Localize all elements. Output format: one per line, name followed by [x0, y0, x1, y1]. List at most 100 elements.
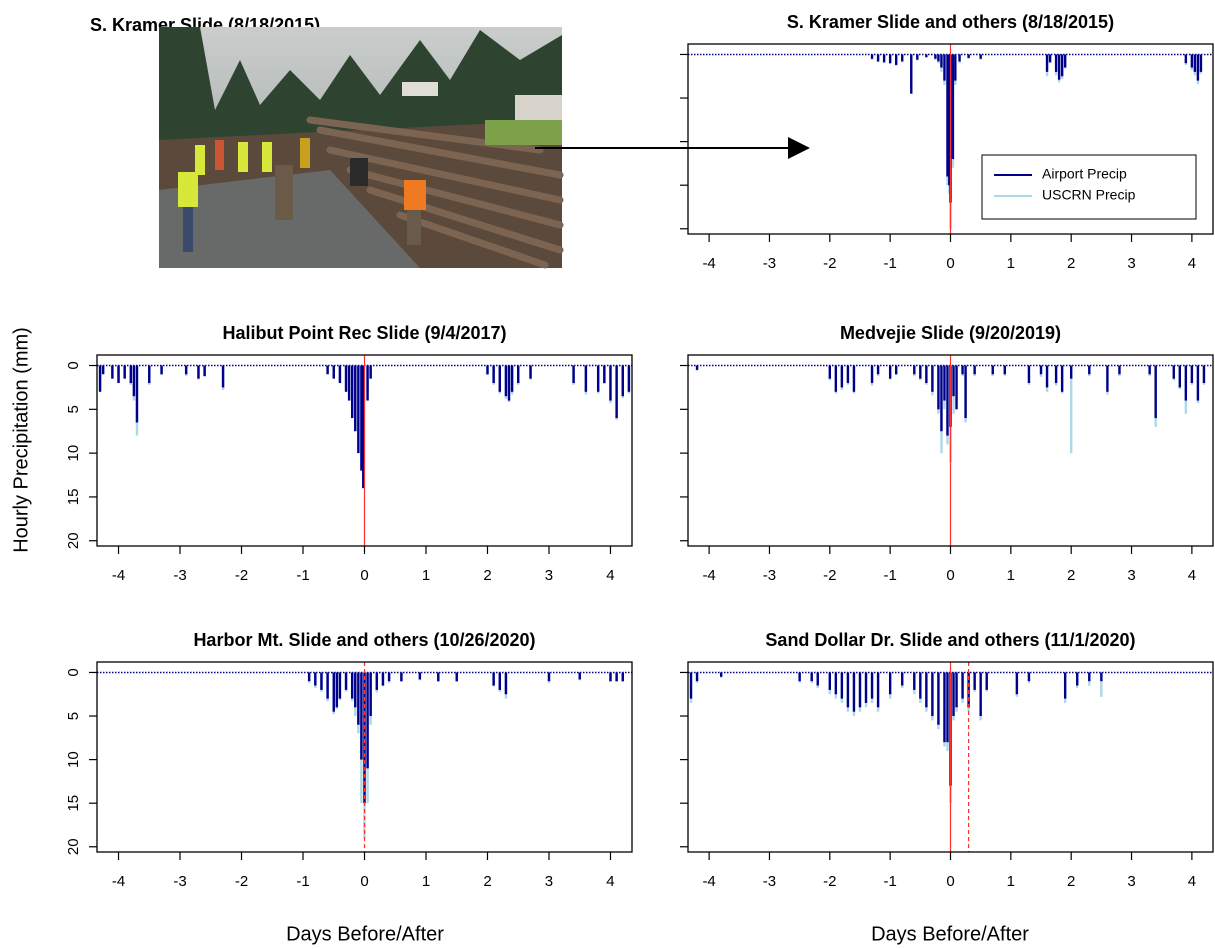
bar — [197, 365, 200, 379]
y-tick-label: 20 — [65, 838, 82, 855]
bar — [596, 365, 600, 392]
bar — [338, 672, 342, 699]
x-tick-label: -2 — [823, 873, 836, 890]
bar — [1118, 365, 1121, 375]
bar — [979, 672, 982, 717]
bar — [1027, 365, 1031, 384]
bar — [498, 365, 502, 392]
bar — [870, 365, 874, 384]
bar — [1063, 54, 1067, 68]
x-axis-label: Days Before/After — [286, 923, 444, 945]
x-tick-label: -3 — [173, 873, 186, 890]
bar — [846, 365, 850, 384]
bar — [1184, 365, 1188, 401]
bar — [486, 365, 489, 375]
panel: S. Kramer Slide and others (8/18/2015) -4… — [680, 12, 1214, 272]
bar — [1076, 672, 1079, 686]
panel-title: Medvejie Slide (9/20/2019) — [840, 323, 1061, 343]
bar — [1048, 54, 1052, 63]
bar — [925, 54, 928, 58]
bar — [1178, 365, 1182, 388]
bar — [1196, 365, 1200, 401]
bar — [332, 672, 335, 712]
x-tick-label: -1 — [883, 873, 896, 890]
bar — [961, 672, 964, 699]
bar — [1172, 365, 1175, 379]
bar — [627, 365, 631, 392]
bar — [834, 365, 838, 392]
bar — [846, 672, 850, 708]
x-tick-label: -2 — [823, 255, 836, 272]
bar — [973, 365, 976, 375]
bar — [572, 365, 575, 384]
x-axis-label: Days Before/After — [871, 923, 1029, 945]
bar — [1054, 54, 1058, 72]
bar — [111, 365, 114, 379]
bar — [338, 365, 342, 384]
x-tick-label: 4 — [606, 567, 614, 584]
bar — [937, 54, 940, 62]
bar — [991, 365, 994, 375]
bar — [834, 672, 838, 695]
x-tick-label: 0 — [946, 873, 954, 890]
bar — [1057, 54, 1061, 80]
bar — [810, 672, 813, 682]
x-tick-label: -1 — [883, 255, 896, 272]
bar — [101, 365, 105, 375]
x-tick-label: 3 — [1127, 567, 1135, 584]
bar — [1199, 54, 1203, 72]
x-tick-label: 0 — [946, 567, 954, 584]
bar — [1202, 365, 1206, 384]
bar — [507, 365, 511, 401]
bar — [1060, 54, 1064, 77]
bar — [876, 54, 880, 62]
bar — [894, 54, 898, 65]
bar — [948, 54, 951, 186]
x-tick-label: -1 — [296, 873, 309, 890]
bar — [852, 365, 856, 392]
photo — [159, 27, 564, 269]
bar — [344, 672, 348, 690]
legend: Airport Precip USCRN Precip — [981, 154, 1197, 220]
x-tick-label: -3 — [763, 567, 776, 584]
bar — [1154, 365, 1157, 419]
bar — [1063, 672, 1067, 699]
bar — [366, 672, 369, 769]
arrow-head — [788, 137, 810, 159]
bar — [1193, 54, 1197, 72]
bar — [387, 672, 391, 682]
bar — [1148, 365, 1151, 375]
bar — [615, 672, 618, 682]
panel: Medvejie Slide (9/20/2019) -4 -3 -2 -1 0 1 2 3 4 — [680, 323, 1214, 584]
bar — [946, 365, 949, 436]
bar — [455, 672, 458, 682]
bar — [961, 365, 964, 375]
bar — [858, 672, 862, 708]
bar — [366, 365, 369, 401]
x-tick-label: 0 — [360, 873, 368, 890]
bar — [888, 54, 892, 64]
bar — [132, 365, 136, 397]
bar — [357, 365, 360, 454]
bar — [1045, 54, 1049, 72]
bar — [870, 672, 874, 699]
photo-people — [178, 138, 426, 252]
bar — [1196, 54, 1200, 81]
bar — [1088, 365, 1091, 375]
bar — [919, 672, 922, 699]
x-tick-label: -4 — [702, 873, 715, 890]
x-tick-label: -1 — [296, 567, 309, 584]
bar — [335, 672, 339, 708]
bar — [937, 365, 940, 410]
bar — [357, 672, 360, 725]
x-tick-label: 3 — [1127, 255, 1135, 272]
bar — [320, 672, 323, 690]
x-tick-label: 3 — [545, 567, 553, 584]
bar — [98, 365, 102, 392]
x-tick-label: 1 — [1007, 873, 1015, 890]
x-tick-label: -2 — [235, 567, 248, 584]
x-tick-label: 4 — [1188, 567, 1196, 584]
bar — [307, 672, 311, 682]
bar — [931, 365, 934, 392]
y-tick-label: 10 — [65, 445, 82, 462]
